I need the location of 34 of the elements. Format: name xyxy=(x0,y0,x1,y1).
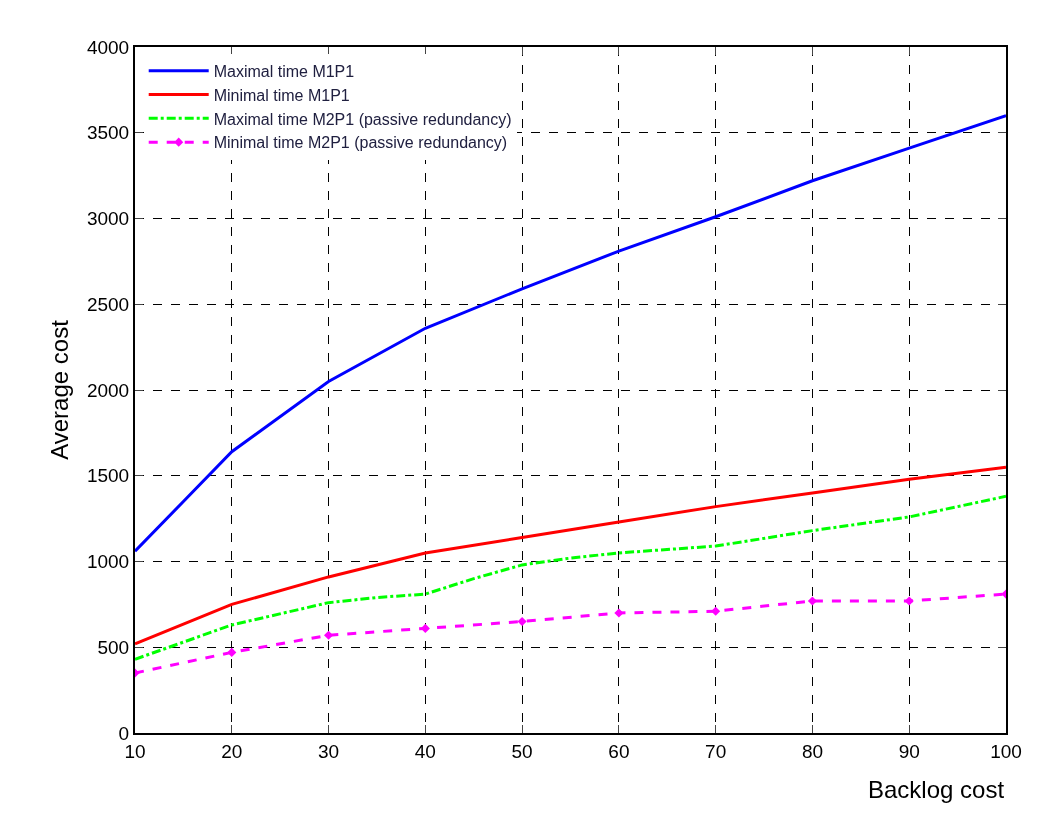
y-tick-label: 3000 xyxy=(86,208,130,230)
y-axis-title: Average cost xyxy=(45,319,73,460)
point xyxy=(324,630,334,640)
line-series xyxy=(135,465,1006,646)
y-tick-label: 2500 xyxy=(86,293,130,315)
x-tick-label: 90 xyxy=(898,740,920,762)
legend-label: Minimal time M1P1 xyxy=(213,86,350,104)
x-tick-label: 30 xyxy=(317,740,340,762)
legend-label: Maximal time M2P1 (passive redundancy) xyxy=(213,110,512,128)
y-tick-label: 2000 xyxy=(86,379,130,401)
point xyxy=(711,606,721,616)
x-tick-label: 20 xyxy=(221,740,243,762)
x-tick-label: 80 xyxy=(801,740,824,762)
y-tick-label: 4000 xyxy=(86,36,130,58)
y-tick-label: 1000 xyxy=(86,551,130,573)
x-tick-label: 70 xyxy=(705,740,727,762)
line-series xyxy=(135,494,1006,661)
legend-label: Minimal time M2P1 (passive redundancy) xyxy=(213,134,508,152)
point xyxy=(420,623,430,633)
point xyxy=(807,596,817,606)
point xyxy=(904,596,914,606)
y-tick-label: 500 xyxy=(97,636,130,658)
x-tick-label: 50 xyxy=(511,740,533,762)
point xyxy=(614,608,624,618)
y-tick-label: 3500 xyxy=(86,122,130,144)
x-tick-label: 40 xyxy=(414,740,436,762)
point xyxy=(517,616,527,627)
x-tick-label: 60 xyxy=(608,740,630,762)
point xyxy=(227,647,237,657)
legend-label: Maximal time M1P1 xyxy=(213,63,355,80)
x-axis-title: Backlog cost xyxy=(868,776,1005,803)
y-tick-label: 1500 xyxy=(86,465,130,487)
x-tick-label: 100 xyxy=(990,740,1022,762)
line-series xyxy=(135,114,1006,553)
